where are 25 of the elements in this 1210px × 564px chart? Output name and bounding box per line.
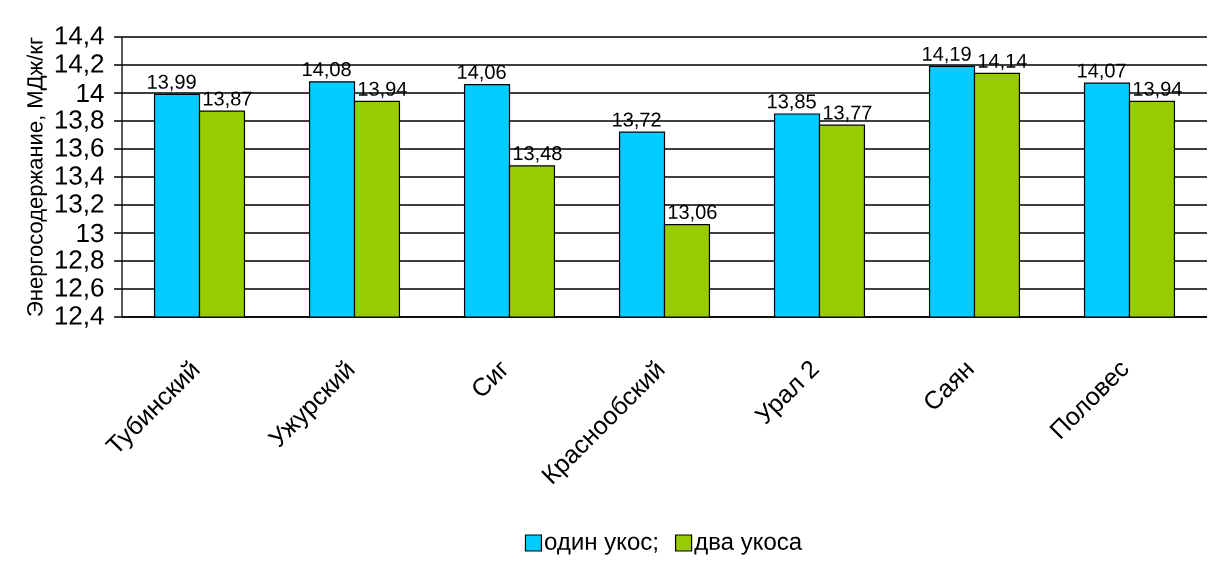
data-label: 14,08: [303, 62, 351, 79]
y-axis-title: Энергосодержание, МДж/кг: [26, 37, 48, 316]
x-tick-label: Сиг: [473, 361, 507, 396]
y-tick-label: 12,6: [55, 278, 104, 300]
y-tick-label: 13,8: [55, 110, 104, 132]
y-tick-label: 14,4: [55, 26, 104, 48]
data-label: 13,48: [513, 146, 562, 163]
data-label: 13,77: [823, 105, 872, 122]
data-label: 13,06: [668, 204, 717, 222]
legend-label: один укос;: [545, 536, 657, 555]
y-tick-label: 12,8: [55, 250, 104, 272]
data-label: 13,87: [203, 91, 252, 108]
y-tick-label: 13,4: [55, 166, 104, 188]
data-label: 13,85: [768, 94, 816, 111]
data-label: 14,19: [923, 46, 971, 64]
y-tick-label: 12,4: [55, 306, 104, 328]
legend-label: два укоса: [694, 536, 803, 555]
data-label: 14,06: [458, 64, 506, 82]
y-tick-label: 14,2: [55, 54, 104, 76]
y-tick-label: 13,2: [55, 194, 104, 216]
y-tick-label: 14: [77, 84, 104, 102]
data-label: 13,99: [148, 74, 196, 92]
data-label: 14,07: [1078, 63, 1126, 80]
y-tick-label: 13,6: [55, 138, 104, 160]
y-tick-label: 13: [77, 223, 104, 243]
